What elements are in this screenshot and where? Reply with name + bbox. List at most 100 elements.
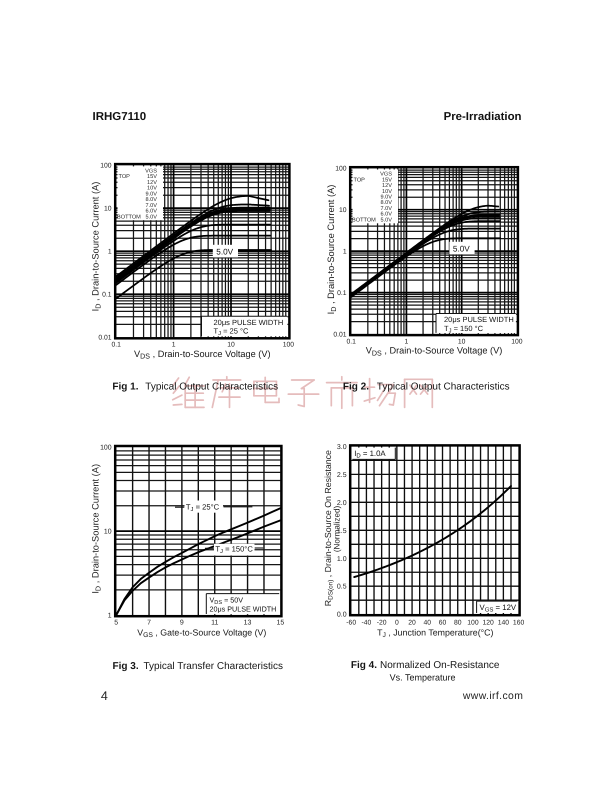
svg-text:0.1: 0.1 [337,290,347,297]
svg-text:0: 0 [395,620,399,627]
svg-text:0.1: 0.1 [111,342,121,349]
svg-text:www.irf.com: www.irf.com [462,691,523,702]
svg-text:TJ = 25 °C: TJ = 25 °C [214,327,249,338]
svg-text:5.0V: 5.0V [145,214,157,220]
svg-text:60: 60 [439,620,447,627]
svg-text:0.5: 0.5 [337,584,347,591]
svg-text:10: 10 [104,529,112,536]
svg-text:8.0V: 8.0V [145,197,157,203]
svg-text:80: 80 [454,620,462,627]
svg-text:(Normalized): (Normalized) [333,506,342,553]
svg-text:VGS: VGS [380,172,392,178]
svg-text:10V: 10V [382,189,392,195]
svg-text:VGS: VGS [145,169,157,175]
svg-text:Fig 1.: Fig 1. [112,381,138,392]
svg-text:0.01: 0.01 [98,335,111,342]
svg-text:Typical Output Characteristics: Typical Output Characteristics [377,381,510,392]
svg-text:VDS = 50V: VDS = 50V [210,595,244,605]
svg-text:13: 13 [244,620,252,627]
svg-text:100: 100 [467,620,479,627]
svg-text:2.0: 2.0 [337,500,347,507]
svg-text:1: 1 [108,613,112,620]
svg-text:1.0: 1.0 [337,556,347,563]
svg-text:100: 100 [511,338,523,345]
svg-text:VDS , Drain-to-Source Voltage: VDS , Drain-to-Source Voltage (V) [366,346,503,358]
svg-text:12V: 12V [382,183,392,189]
svg-text:40: 40 [424,620,432,627]
svg-text:5.0V: 5.0V [453,245,470,254]
svg-text:9: 9 [180,620,184,627]
svg-text:100: 100 [335,166,347,173]
svg-text:10V: 10V [147,186,157,192]
svg-text:100: 100 [283,342,295,349]
svg-text:5.0V: 5.0V [380,217,392,223]
svg-text:10: 10 [339,207,347,214]
svg-text:140: 140 [498,620,510,627]
svg-text:1: 1 [343,249,347,256]
svg-text:10: 10 [227,342,235,349]
svg-text:IRHG7110: IRHG7110 [93,111,147,123]
svg-text:120: 120 [482,620,494,627]
svg-text:5: 5 [114,620,118,627]
svg-text:ID , Drain-to-Source Current (: ID , Drain-to-Source Current (A) [91,464,103,594]
svg-text:Normalized On-Resistance: Normalized On-Resistance [380,660,500,671]
svg-text:TJ = 25°C: TJ = 25°C [186,503,220,514]
svg-text:7.0V: 7.0V [145,203,157,209]
svg-text:4: 4 [101,689,108,703]
svg-text:ID , Drain-to-Source Current (: ID , Drain-to-Source Current (A) [326,185,338,315]
svg-text:BOTTOM: BOTTOM [352,217,376,223]
svg-text:Typical Transfer Characteristi: Typical Transfer Characteristics [144,661,284,672]
svg-text:TJ , Junction Temperature(°C): TJ , Junction Temperature(°C) [377,628,493,640]
svg-text:1: 1 [108,249,112,256]
svg-text:Fig 2.: Fig 2. [343,381,369,392]
svg-text:Vs. Temperature: Vs. Temperature [390,672,456,682]
svg-text:Typical Output Characteristics: Typical Output Characteristics [145,381,278,392]
svg-text:BOTTOM: BOTTOM [117,214,141,220]
svg-text:11: 11 [211,620,218,627]
svg-text:15: 15 [277,620,285,627]
svg-text:Pre-Irradiation: Pre-Irradiation [444,111,522,123]
svg-text:2.5: 2.5 [337,472,347,479]
svg-text:7.0V: 7.0V [380,206,392,212]
svg-text:1.5: 1.5 [337,528,347,535]
svg-text:100: 100 [100,444,112,451]
svg-text:1: 1 [405,338,409,345]
svg-text:0.1: 0.1 [102,292,112,299]
svg-text:TJ = 150°C: TJ = 150°C [215,545,253,556]
svg-text:TOP: TOP [354,177,366,183]
svg-text:20μs PULSE WIDTH: 20μs PULSE WIDTH [214,318,284,327]
svg-text:15V: 15V [382,177,392,183]
svg-text:8.0V: 8.0V [380,200,392,206]
svg-text:20μs PULSE WIDTH: 20μs PULSE WIDTH [444,315,514,324]
svg-text:3.0: 3.0 [337,444,347,451]
svg-text:20μs PULSE WIDTH: 20μs PULSE WIDTH [210,605,277,614]
svg-text:12V: 12V [147,180,157,186]
svg-text:20: 20 [408,620,416,627]
svg-text:6.0V: 6.0V [145,209,157,215]
svg-text:0.0: 0.0 [337,612,347,619]
svg-text:-20: -20 [377,620,387,627]
svg-text:160: 160 [513,620,525,627]
svg-text:TJ = 150 °C: TJ = 150 °C [444,324,484,335]
svg-text:10: 10 [104,206,112,213]
svg-text:1: 1 [172,342,176,349]
svg-text:-40: -40 [362,620,372,627]
svg-text:9.0V: 9.0V [380,194,392,200]
svg-text:0.01: 0.01 [333,332,346,339]
svg-text:TOP: TOP [119,174,131,180]
svg-text:0.1: 0.1 [346,338,356,345]
svg-text:15V: 15V [147,174,157,180]
svg-text:-60: -60 [346,620,356,627]
svg-text:VGS , Gate-to-Source Voltage (: VGS , Gate-to-Source Voltage (V) [137,627,266,639]
svg-text:RDS(on) , Drain-to-Source On R: RDS(on) , Drain-to-Source On Resistance [323,450,335,606]
svg-text:9.0V: 9.0V [145,191,157,197]
svg-text:7: 7 [147,620,151,627]
svg-text:5.0V: 5.0V [216,248,233,257]
svg-text:VDS , Drain-to-Source Voltage: VDS , Drain-to-Source Voltage (V) [134,349,271,361]
svg-text:6.0V: 6.0V [380,212,392,218]
svg-text:100: 100 [100,163,112,170]
svg-text:10: 10 [458,338,466,345]
svg-text:ID , Drain-to-Source Current (: ID , Drain-to-Source Current (A) [91,182,103,312]
svg-text:Fig 4.: Fig 4. [351,660,377,671]
svg-text:ID = 1.0A: ID = 1.0A [354,449,386,460]
